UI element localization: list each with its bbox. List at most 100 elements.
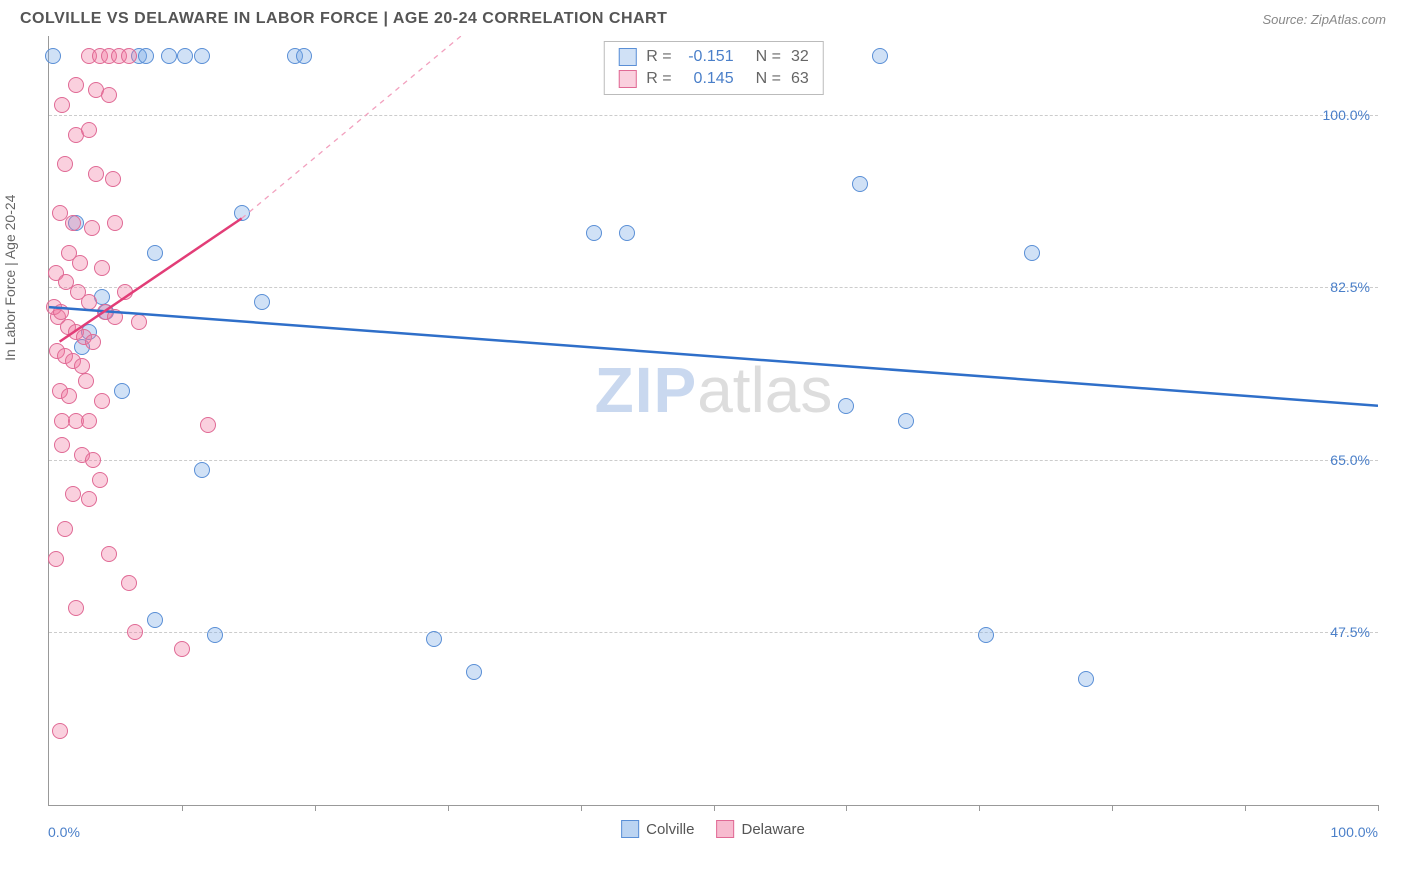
chart-source: Source: ZipAtlas.com xyxy=(1262,12,1386,27)
data-point xyxy=(101,546,117,562)
x-tick xyxy=(1378,805,1379,811)
data-point xyxy=(74,358,90,374)
data-point xyxy=(466,664,482,680)
data-point xyxy=(105,171,121,187)
data-point xyxy=(92,472,108,488)
stats-box: R =-0.151N =32R =0.145N =63 xyxy=(603,41,823,95)
data-point xyxy=(88,166,104,182)
stats-n-value: 32 xyxy=(791,48,809,66)
stats-row: R = -0.151 N = 32 xyxy=(618,46,808,68)
data-point xyxy=(45,48,61,64)
data-point xyxy=(81,491,97,507)
stats-r-label: R = xyxy=(646,70,671,88)
data-point xyxy=(107,215,123,231)
stats-n-label: N = xyxy=(756,48,781,66)
plot-area: ZIPatlas R =-0.151N =32R =0.145N =63 47.… xyxy=(48,36,1378,806)
data-point xyxy=(94,260,110,276)
legend-item: Delaware xyxy=(716,820,804,838)
data-point xyxy=(54,97,70,113)
data-point xyxy=(68,600,84,616)
data-point xyxy=(174,641,190,657)
bottom-legend: Colville Delaware xyxy=(621,820,805,838)
data-point xyxy=(200,417,216,433)
data-point xyxy=(426,631,442,647)
data-point xyxy=(101,87,117,103)
data-point xyxy=(68,77,84,93)
data-point xyxy=(65,215,81,231)
stats-r-label: R = xyxy=(646,48,671,66)
data-point xyxy=(85,334,101,350)
data-point xyxy=(147,612,163,628)
data-point xyxy=(131,314,147,330)
data-point xyxy=(54,437,70,453)
data-point xyxy=(121,575,137,591)
x-axis-max: 100.0% xyxy=(1331,824,1378,840)
data-point xyxy=(161,48,177,64)
data-point xyxy=(78,373,94,389)
data-point xyxy=(838,398,854,414)
data-point xyxy=(81,413,97,429)
stats-swatch xyxy=(618,48,636,66)
data-point xyxy=(117,284,133,300)
chart-title: COLVILLE VS DELAWARE IN LABOR FORCE | AG… xyxy=(20,10,667,28)
gridline xyxy=(49,287,1378,288)
data-point xyxy=(81,294,97,310)
legend-swatch xyxy=(716,820,734,838)
data-point xyxy=(138,48,154,64)
y-tick-label: 47.5% xyxy=(1330,624,1370,640)
legend-swatch xyxy=(621,820,639,838)
data-point xyxy=(84,220,100,236)
y-axis-label: In Labor Force | Age 20-24 xyxy=(2,195,18,361)
data-point xyxy=(872,48,888,64)
legend-label: Delaware xyxy=(741,821,804,838)
data-point xyxy=(254,294,270,310)
data-point xyxy=(81,122,97,138)
data-point xyxy=(852,176,868,192)
stats-row: R =0.145N =63 xyxy=(618,68,808,90)
x-axis-area: 0.0% ColvilleDelaware 100.0% xyxy=(48,806,1378,836)
data-point xyxy=(194,462,210,478)
stats-n-label: N = xyxy=(756,70,781,88)
data-point xyxy=(72,255,88,271)
data-point xyxy=(121,48,137,64)
y-tick-label: 82.5% xyxy=(1330,279,1370,295)
gridline xyxy=(49,115,1378,116)
legend-item: Colville xyxy=(621,820,694,838)
data-point xyxy=(65,486,81,502)
watermark-zip: ZIP xyxy=(595,354,698,426)
data-point xyxy=(898,413,914,429)
data-point xyxy=(1078,671,1094,687)
data-point xyxy=(177,48,193,64)
stats-swatch xyxy=(618,70,636,88)
data-point xyxy=(194,48,210,64)
data-point xyxy=(147,245,163,261)
data-point xyxy=(61,388,77,404)
data-point xyxy=(57,521,73,537)
gridline xyxy=(49,460,1378,461)
stats-r-value: -0.151 xyxy=(682,48,734,66)
watermark-atlas: atlas xyxy=(697,354,832,426)
legend-label: Colville xyxy=(646,821,694,838)
data-point xyxy=(296,48,312,64)
data-point xyxy=(53,304,69,320)
watermark: ZIPatlas xyxy=(595,353,833,427)
data-point xyxy=(57,156,73,172)
gridline xyxy=(49,632,1378,633)
chart-container: In Labor Force | Age 20-24 ZIPatlas R =-… xyxy=(18,36,1388,836)
data-point xyxy=(52,723,68,739)
data-point xyxy=(94,393,110,409)
regression-lines xyxy=(49,36,1378,805)
data-point xyxy=(586,225,602,241)
chart-header: COLVILLE VS DELAWARE IN LABOR FORCE | AG… xyxy=(0,0,1406,36)
data-point xyxy=(978,627,994,643)
data-point xyxy=(234,205,250,221)
data-point xyxy=(85,452,101,468)
data-point xyxy=(114,383,130,399)
x-axis-min: 0.0% xyxy=(48,824,80,840)
data-point xyxy=(207,627,223,643)
data-point xyxy=(127,624,143,640)
y-tick-label: 100.0% xyxy=(1323,107,1370,123)
stats-n-value: 63 xyxy=(791,70,809,88)
data-point xyxy=(1024,245,1040,261)
data-point xyxy=(48,551,64,567)
